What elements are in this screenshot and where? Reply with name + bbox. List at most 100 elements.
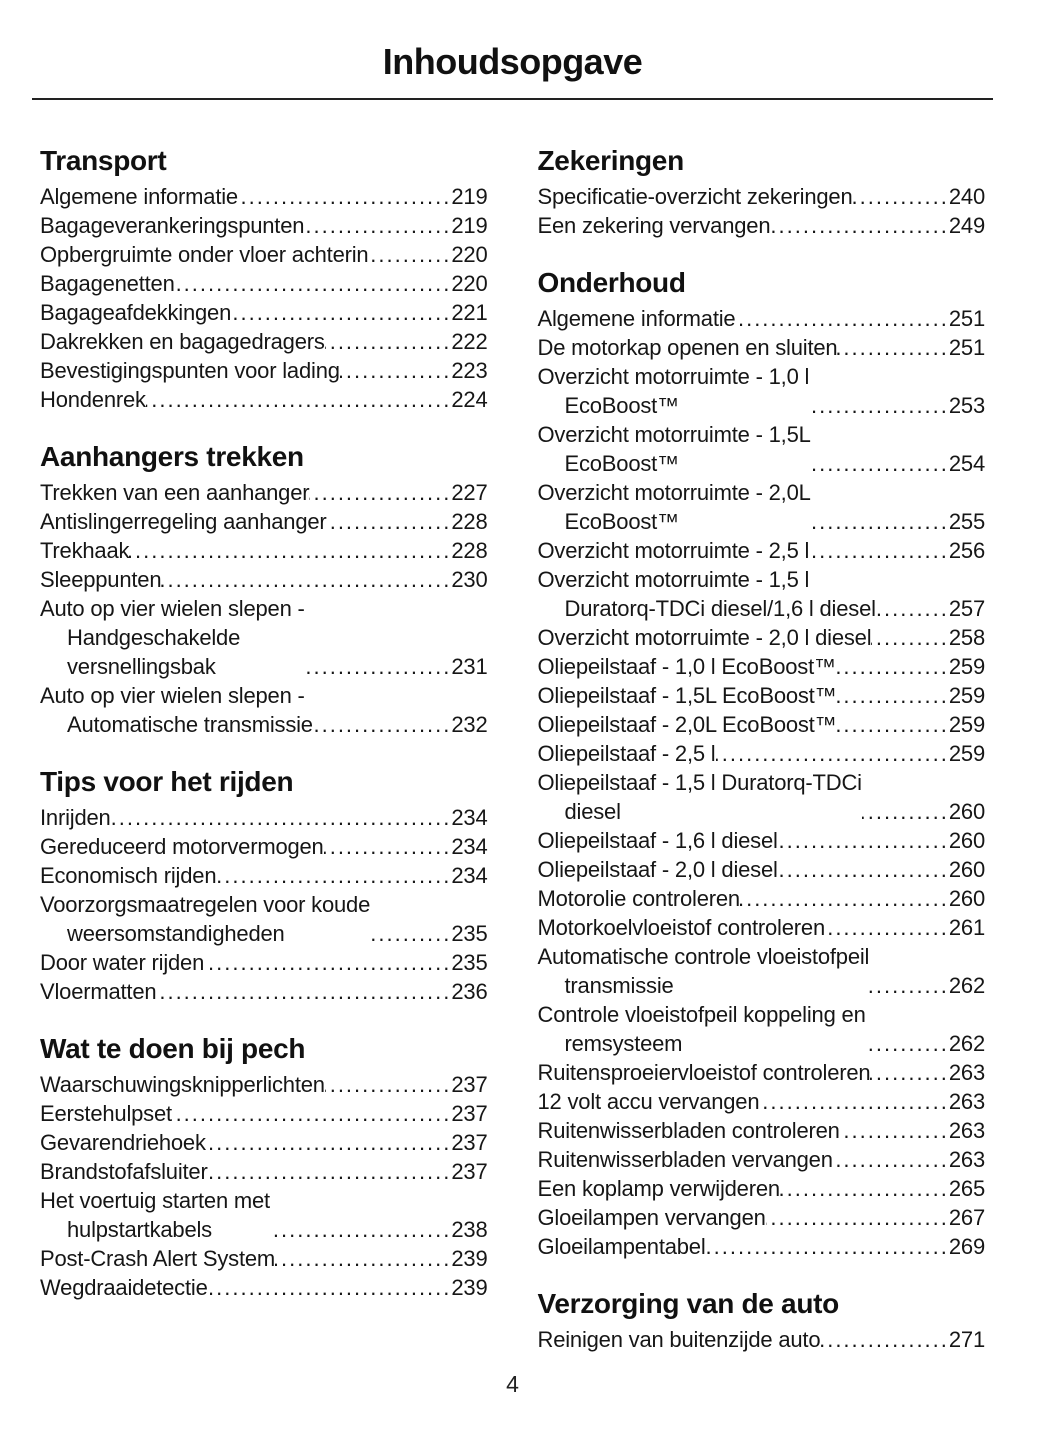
toc-entry[interactable]: Overzicht motorruimte - 2,0 l diesel ...…	[538, 623, 986, 652]
entry-page-number: 251	[948, 335, 985, 360]
toc-entry[interactable]: Bagageverankeringspunten ...............…	[40, 211, 488, 240]
toc-column-right: Zekeringen Specificatie-overzicht zekeri…	[538, 144, 986, 1354]
toc-entry[interactable]: Overzicht motorruimte - 1,5 l Duratorq-T…	[538, 565, 986, 623]
toc-entry[interactable]: Dakrekken en bagagedragers .............…	[40, 327, 488, 356]
toc-entry[interactable]: Vloermatten ............................…	[40, 977, 488, 1006]
dot-leader: ........................................…	[770, 213, 949, 238]
toc-entry[interactable]: Overzicht motorruimte - 2,5 l ..........…	[538, 536, 986, 565]
page-number: 4	[506, 1371, 519, 1397]
entry-title: Auto op vier wielen slepen - Handgeschak…	[40, 596, 305, 679]
page-title: Inhoudsopgave	[382, 41, 643, 82]
entry-page-number: 260	[948, 799, 985, 824]
dot-leader: ........................................…	[777, 857, 949, 882]
toc-entry[interactable]: 12 volt accu vervangen .................…	[538, 1087, 986, 1116]
toc-entry[interactable]: Bagagenetten ...........................…	[40, 269, 488, 298]
toc-entry[interactable]: Algemene informatie ....................…	[40, 182, 488, 211]
dot-leader: ........................................…	[216, 863, 452, 888]
entry-page-number: 258	[948, 625, 985, 650]
toc-entry[interactable]: Motorolie controleren ..................…	[538, 884, 986, 913]
dot-leader: ........................................…	[368, 242, 452, 267]
entry-title: Gevarendriehoek	[40, 1130, 206, 1155]
toc-entry[interactable]: Brandstofafsluiter .....................…	[40, 1157, 488, 1186]
toc-entry[interactable]: Overzicht motorruimte - 2,0L EcoBoost™ .…	[538, 478, 986, 536]
toc-entry[interactable]: Gereduceerd motorvermogen ..............…	[40, 832, 488, 861]
entry-page-number: 235	[451, 921, 488, 946]
toc-entry[interactable]: Ruitenwisserbladen controleren .........…	[538, 1116, 986, 1145]
entry-title: Economisch rijden	[40, 863, 217, 888]
toc-entry[interactable]: Voorzorgsmaatregelen voor koude weersoms…	[40, 890, 488, 948]
section-heading: Verzorging van de auto	[537, 1288, 840, 1319]
entry-title: Algemene informatie	[537, 306, 736, 331]
toc-entry[interactable]: Het voertuig starten met hulpstartkabels…	[40, 1186, 488, 1244]
dot-leader: ........................................…	[705, 1234, 949, 1259]
entry-page-number: 228	[451, 538, 488, 563]
toc-entry[interactable]: Controle vloeistofpeil koppeling en rems…	[538, 1000, 986, 1058]
toc-section: Wat te doen bij pech Waarschuwingsknippe…	[40, 1032, 488, 1302]
toc-entry[interactable]: De motorkap openen en sluiten ..........…	[538, 333, 986, 362]
toc-entry[interactable]: Gevarendriehoek ........................…	[40, 1128, 488, 1157]
toc-entry[interactable]: Algemene informatie ....................…	[538, 304, 986, 333]
entry-title: Overzicht motorruimte - 1,5L EcoBoost™	[537, 422, 811, 476]
toc-entry[interactable]: Specificatie-overzicht zekeringen ......…	[538, 182, 986, 211]
toc-entry[interactable]: Trekhaak ...............................…	[40, 536, 488, 565]
toc-entry[interactable]: Auto op vier wielen slepen - Automatisch…	[40, 681, 488, 739]
entry-title: Brandstofafsluiter	[40, 1159, 208, 1184]
toc-entry[interactable]: Overzicht motorruimte - 1,0 l EcoBoost™ …	[538, 362, 986, 420]
toc-entry[interactable]: Bevestigingspunten voor lading .........…	[40, 356, 488, 385]
toc-entry[interactable]: Trekken van een aanhanger ..............…	[40, 478, 488, 507]
entry-title: Ruitensproeiervloeistof controleren	[537, 1060, 871, 1085]
toc-entry[interactable]: Een koplamp verwijderen ................…	[538, 1174, 986, 1203]
toc-entry[interactable]: Reinigen van buitenzijde auto ..........…	[538, 1325, 986, 1354]
toc-entry[interactable]: Auto op vier wielen slepen - Handgeschak…	[40, 594, 488, 681]
dot-leader: ........................................…	[825, 915, 949, 940]
entry-page-number: 263	[948, 1118, 985, 1143]
toc-entry[interactable]: Motorkoelvloeistof controleren .........…	[538, 913, 986, 942]
entry-title: Bagagenetten	[40, 271, 175, 296]
toc-entry[interactable]: Ruitenwisserbladen vervangen ...........…	[538, 1145, 986, 1174]
toc-entry[interactable]: Waarschuwingsknipperlichten ............…	[40, 1070, 488, 1099]
entry-title: Algemene informatie	[40, 184, 238, 209]
toc-entry[interactable]: Economisch rijden ......................…	[40, 861, 488, 890]
toc-entry[interactable]: Een zekering vervangen .................…	[538, 211, 986, 240]
dot-leader: ........................................…	[820, 1327, 949, 1352]
toc-entry[interactable]: Sleeppunten ............................…	[40, 565, 488, 594]
toc-entry[interactable]: Oliepeilstaaf - 1,6 l diesel ...........…	[538, 826, 986, 855]
toc-entry[interactable]: Automatische controle vloeistofpeil tran…	[538, 942, 986, 1000]
dot-leader: ........................................…	[208, 1159, 452, 1184]
entry-page-number: 260	[948, 857, 985, 882]
entry-page-number: 227	[451, 480, 488, 505]
dot-leader: ........................................…	[871, 625, 949, 650]
toc-entry[interactable]: Oliepeilstaaf - 1,5L EcoBoost™ .........…	[538, 681, 986, 710]
toc-entry[interactable]: Hondenrek ..............................…	[40, 385, 488, 414]
toc-entry[interactable]: Opbergruimte onder vloer achterin ......…	[40, 240, 488, 269]
toc-entry[interactable]: Antislingerregeling aanhanger ..........…	[40, 507, 488, 536]
section-entries: Trekken van een aanhanger ..............…	[40, 478, 488, 739]
toc-entry[interactable]: Ruitensproeiervloeistof controleren ....…	[538, 1058, 986, 1087]
entry-title: Sleeppunten	[40, 567, 162, 592]
toc-entry[interactable]: Door water rijden ......................…	[40, 948, 488, 977]
toc-entry[interactable]: Post-Crash Alert System ................…	[40, 1244, 488, 1273]
entry-page-number: 234	[451, 805, 488, 830]
toc-entry[interactable]: Oliepeilstaaf - 2,5 l ..................…	[538, 739, 986, 768]
toc-columns: Transport Algemene informatie ..........…	[40, 144, 985, 1354]
toc-entry[interactable]: Gloeilampentabel .......................…	[538, 1232, 986, 1261]
entry-title: Vloermatten	[40, 979, 157, 1004]
toc-entry[interactable]: Oliepeilstaaf - 1,0 l EcoBoost™ ........…	[538, 652, 986, 681]
toc-entry[interactable]: Wegdraaidetectie .......................…	[40, 1273, 488, 1302]
toc-entry[interactable]: Oliepeilstaaf - 2,0L EcoBoost™ .........…	[538, 710, 986, 739]
toc-entry[interactable]: Eerstehulpset ..........................…	[40, 1099, 488, 1128]
toc-entry[interactable]: Inrijden ...............................…	[40, 803, 488, 832]
entry-title: Overzicht motorruimte - 1,5 l Duratorq-T…	[537, 567, 877, 621]
entry-page-number: 219	[451, 213, 488, 238]
dot-leader: ........................................…	[309, 480, 452, 505]
entry-page-number: 271	[948, 1327, 985, 1352]
entry-title: Dakrekken en bagagedragers	[40, 329, 325, 354]
toc-entry[interactable]: Oliepeilstaaf - 1,5 l Duratorq-TDCi dies…	[538, 768, 986, 826]
dot-leader: ........................................…	[837, 335, 949, 360]
entry-page-number: 239	[451, 1246, 488, 1271]
toc-entry[interactable]: Oliepeilstaaf - 2,0 l diesel ...........…	[538, 855, 986, 884]
entry-page-number: 259	[948, 683, 985, 708]
toc-entry[interactable]: Bagageafdekkingen ......................…	[40, 298, 488, 327]
toc-entry[interactable]: Overzicht motorruimte - 1,5L EcoBoost™ .…	[538, 420, 986, 478]
toc-entry[interactable]: Gloeilampen vervangen ..................…	[538, 1203, 986, 1232]
